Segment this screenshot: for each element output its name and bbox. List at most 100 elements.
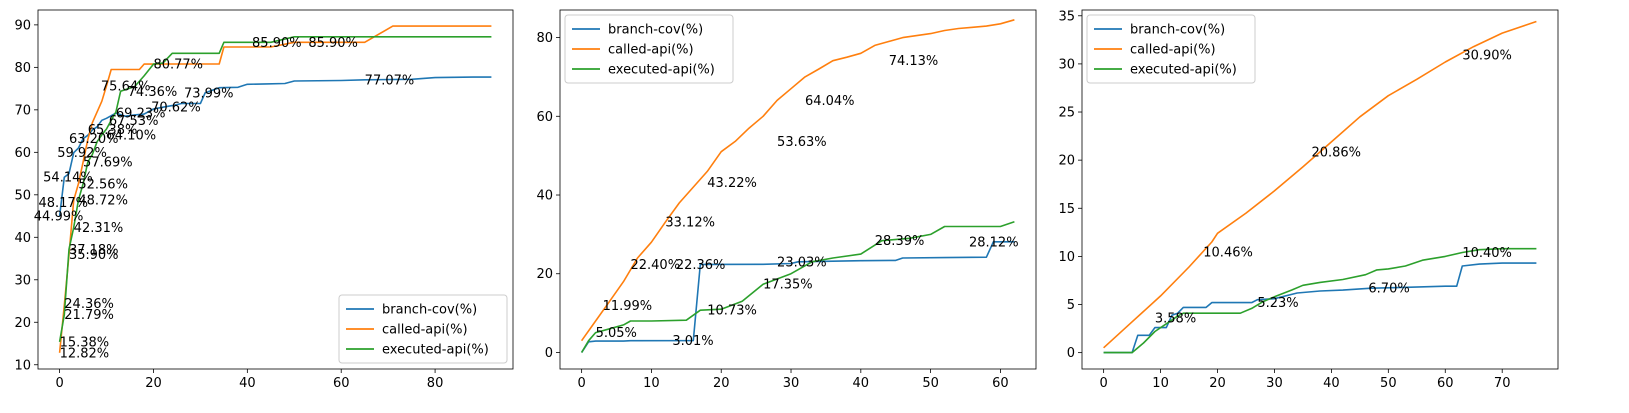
data-label: 12.82% — [60, 346, 110, 361]
subplot-2: 0 10 20 30 40 50 60 0 20 40 60 80 5.05% 3.01% 11.99% 22… — [536, 9, 1037, 391]
data-label: 43.22% — [707, 176, 757, 191]
data-label: 22.36% — [676, 258, 726, 273]
series-line-1 — [580, 241, 1015, 353]
data-label: 42.31% — [74, 221, 124, 236]
x-tick-label: 10 — [643, 376, 660, 391]
data-label: 15.38% — [60, 335, 110, 350]
x-tick-label: 30 — [1266, 376, 1283, 391]
data-label: 69.23% — [116, 107, 166, 122]
legend-label: branch-cov(%) — [382, 303, 477, 318]
data-label: 44.99% — [34, 210, 84, 225]
x-tick-label: 20 — [1209, 376, 1226, 391]
y-tick-label: 0 — [1067, 346, 1075, 361]
y-tick-label: 20 — [1058, 154, 1075, 169]
y-tick-label: 50 — [14, 188, 31, 203]
x-tick-label: 30 — [783, 376, 800, 391]
y-tick-label: 80 — [14, 61, 31, 76]
data-label: 28.12% — [969, 235, 1019, 250]
data-label: 74.13% — [889, 54, 939, 69]
data-label: 10.40% — [1462, 246, 1512, 261]
x-tick-label: 10 — [1152, 376, 1169, 391]
y-tick-label: 30 — [1058, 57, 1075, 72]
series-line-2 — [1103, 20, 1537, 349]
y-tick-label: 80 — [536, 31, 553, 46]
x-tick-label: 0 — [55, 376, 63, 391]
x-tick-label: 20 — [713, 376, 730, 391]
y-tick-label: 40 — [14, 231, 31, 246]
subplot-3: 0 10 20 30 40 50 60 70 0 5 10 15 20 25 30 35 3.58% 10.46%… — [1058, 9, 1559, 391]
data-label: 5.05% — [596, 326, 637, 341]
legend-label: called-api(%) — [382, 323, 468, 338]
data-label: 17.35% — [763, 278, 813, 293]
legend-label: executed-api(%) — [608, 63, 715, 78]
legend-box — [338, 294, 508, 364]
series-line-1 — [58, 76, 492, 217]
data-label: 70.62% — [151, 101, 201, 116]
legend: branch-cov(%) called-api(%) executed-api(%… — [564, 14, 734, 84]
data-label: 48.17% — [38, 196, 88, 211]
data-label: 3.01% — [672, 334, 713, 349]
y-tick-label: 70 — [14, 103, 31, 118]
data-label: 21.79% — [64, 308, 114, 323]
series-line-1 — [1103, 262, 1537, 354]
x-tick-label: 60 — [333, 376, 350, 391]
y-tick-label: 90 — [14, 18, 31, 33]
data-label: 24.36% — [64, 297, 114, 312]
legend-label: called-api(%) — [608, 43, 694, 58]
data-label: 67.53% — [109, 114, 159, 129]
data-label: 85.90% — [308, 36, 358, 51]
y-tick-label: 5 — [1067, 298, 1075, 313]
legend-box — [1086, 14, 1256, 84]
data-label: 53.63% — [777, 135, 827, 150]
data-label: 20.86% — [1311, 145, 1361, 160]
y-tick-label: 10 — [14, 358, 31, 373]
data-label: 28.39% — [875, 234, 925, 249]
legend-label: branch-cov(%) — [1130, 23, 1225, 38]
data-label: 33.12% — [665, 216, 715, 231]
series-line-3 — [58, 35, 492, 343]
data-label: 85.90% — [252, 36, 302, 51]
data-label: 6.70% — [1368, 282, 1409, 297]
legend-box — [564, 14, 734, 84]
y-tick-label: 40 — [536, 189, 553, 204]
data-label: 23.03% — [777, 255, 827, 270]
y-tick-label: 0 — [545, 346, 553, 361]
legend-label: called-api(%) — [1130, 43, 1216, 58]
y-tick-label: 35 — [1058, 9, 1075, 24]
data-label: 3.58% — [1155, 312, 1196, 327]
y-tick-label: 10 — [1058, 250, 1075, 265]
series-line-3 — [580, 221, 1015, 353]
y-tick-label: 20 — [14, 316, 31, 331]
data-label: 5.23% — [1257, 296, 1298, 311]
x-tick-label: 50 — [922, 376, 939, 391]
x-tick-label: 60 — [992, 376, 1009, 391]
data-label: 80.77% — [153, 58, 203, 73]
data-label: 10.46% — [1203, 245, 1253, 260]
plot-frame — [559, 9, 1037, 370]
data-label: 37.18% — [69, 243, 119, 258]
data-label: 74.36% — [128, 85, 178, 100]
x-tick-label: 40 — [853, 376, 870, 391]
x-tick-label: 20 — [145, 376, 162, 391]
legend-label: executed-api(%) — [1130, 63, 1237, 78]
data-label: 30.90% — [1462, 49, 1512, 64]
data-label: 64.04% — [805, 94, 855, 109]
series-line-2 — [58, 25, 492, 353]
legend-label: executed-api(%) — [382, 343, 489, 358]
data-label: 77.07% — [365, 73, 415, 88]
y-tick-label: 60 — [14, 146, 31, 161]
legend: branch-cov(%) called-api(%) executed-api(%… — [338, 294, 508, 364]
plot-frame — [1081, 9, 1559, 370]
y-tick-label: 15 — [1058, 202, 1075, 217]
data-label: 54.14% — [43, 171, 93, 186]
subplot-1: 0 20 40 60 80 10 20 30 40 50 60 70 80 90 12.82%15.38% 2… — [14, 9, 514, 391]
plot-frame — [37, 9, 514, 370]
data-label: 65.38% — [88, 123, 138, 138]
data-label: 35.90% — [69, 248, 119, 263]
data-label: 48.72% — [78, 194, 128, 209]
legend: branch-cov(%) called-api(%) executed-api(%… — [1086, 14, 1256, 84]
y-tick-label: 30 — [14, 273, 31, 288]
x-tick-label: 0 — [1099, 376, 1107, 391]
data-label: 73.99% — [184, 86, 234, 101]
data-label: 57.69% — [83, 156, 133, 171]
